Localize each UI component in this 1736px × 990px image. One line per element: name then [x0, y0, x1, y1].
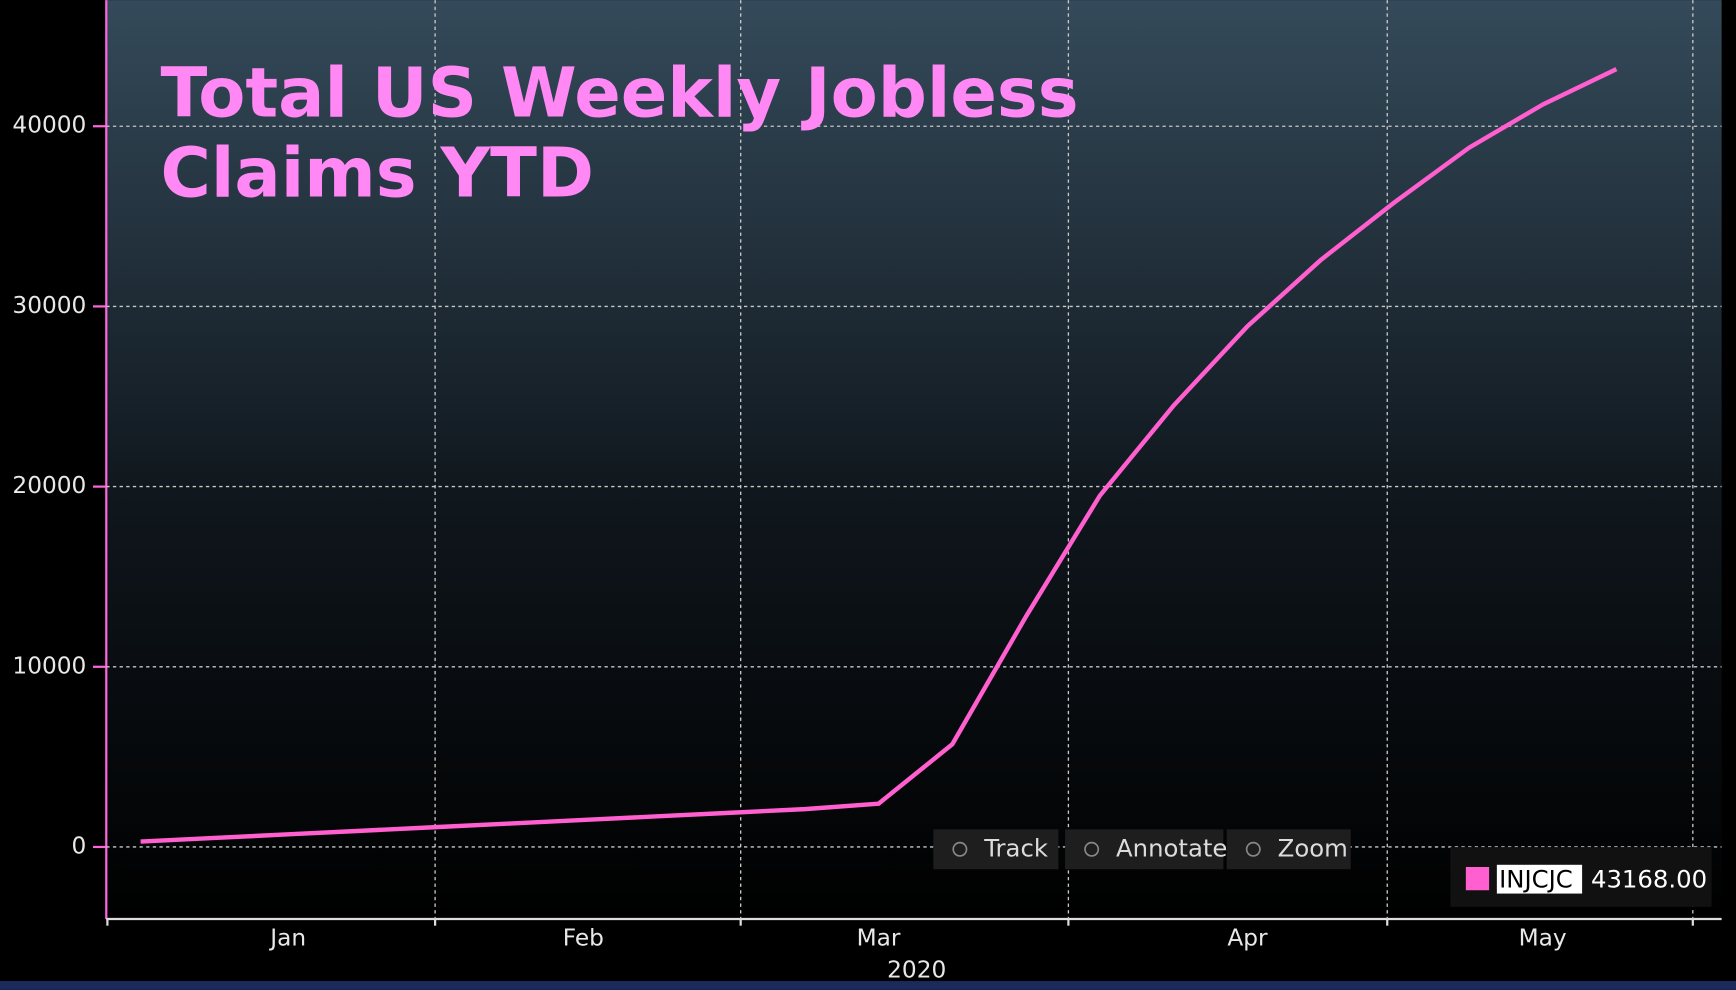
x-tick-label: May [1519, 924, 1567, 951]
button-icon[interactable] [1084, 841, 1100, 857]
button-label[interactable]: Track [983, 833, 1049, 862]
button-background[interactable] [933, 829, 1059, 870]
chart-title: Total US Weekly Jobless [161, 54, 1079, 134]
legend-name: INJCJC [1499, 864, 1573, 893]
x-axis-label: 2020 [887, 957, 946, 984]
button-label[interactable]: Zoom [1278, 833, 1348, 862]
chart-title: Claims YTD [161, 133, 594, 213]
x-tick-label: Apr [1227, 924, 1268, 951]
plot-area [106, 0, 1722, 920]
toolbar-button[interactable]: Track [933, 829, 1059, 870]
legend-value: 43168.00 [1591, 864, 1707, 893]
toolbar-button[interactable]: Zoom [1226, 829, 1351, 870]
x-tick-label: Feb [563, 924, 604, 951]
y-tick-label: 30000 [12, 292, 86, 319]
legend-swatch [1465, 867, 1490, 891]
y-tick-label: 10000 [12, 652, 86, 679]
bottom-border [0, 981, 1736, 990]
series-line [140, 67, 1618, 844]
button-icon[interactable] [1245, 841, 1261, 857]
x-tick-label: Jan [268, 924, 306, 951]
y-tick-label: 0 [72, 832, 87, 859]
toolbar-button[interactable]: Annotate [1065, 829, 1227, 870]
y-tick-label: 20000 [12, 472, 86, 499]
button-label[interactable]: Annotate [1116, 833, 1227, 862]
button-icon[interactable] [952, 841, 968, 857]
y-tick-label: 40000 [12, 112, 86, 139]
legend-name-highlight [1496, 864, 1583, 894]
x-tick-label: Mar [857, 924, 901, 951]
button-background[interactable] [1065, 829, 1224, 870]
